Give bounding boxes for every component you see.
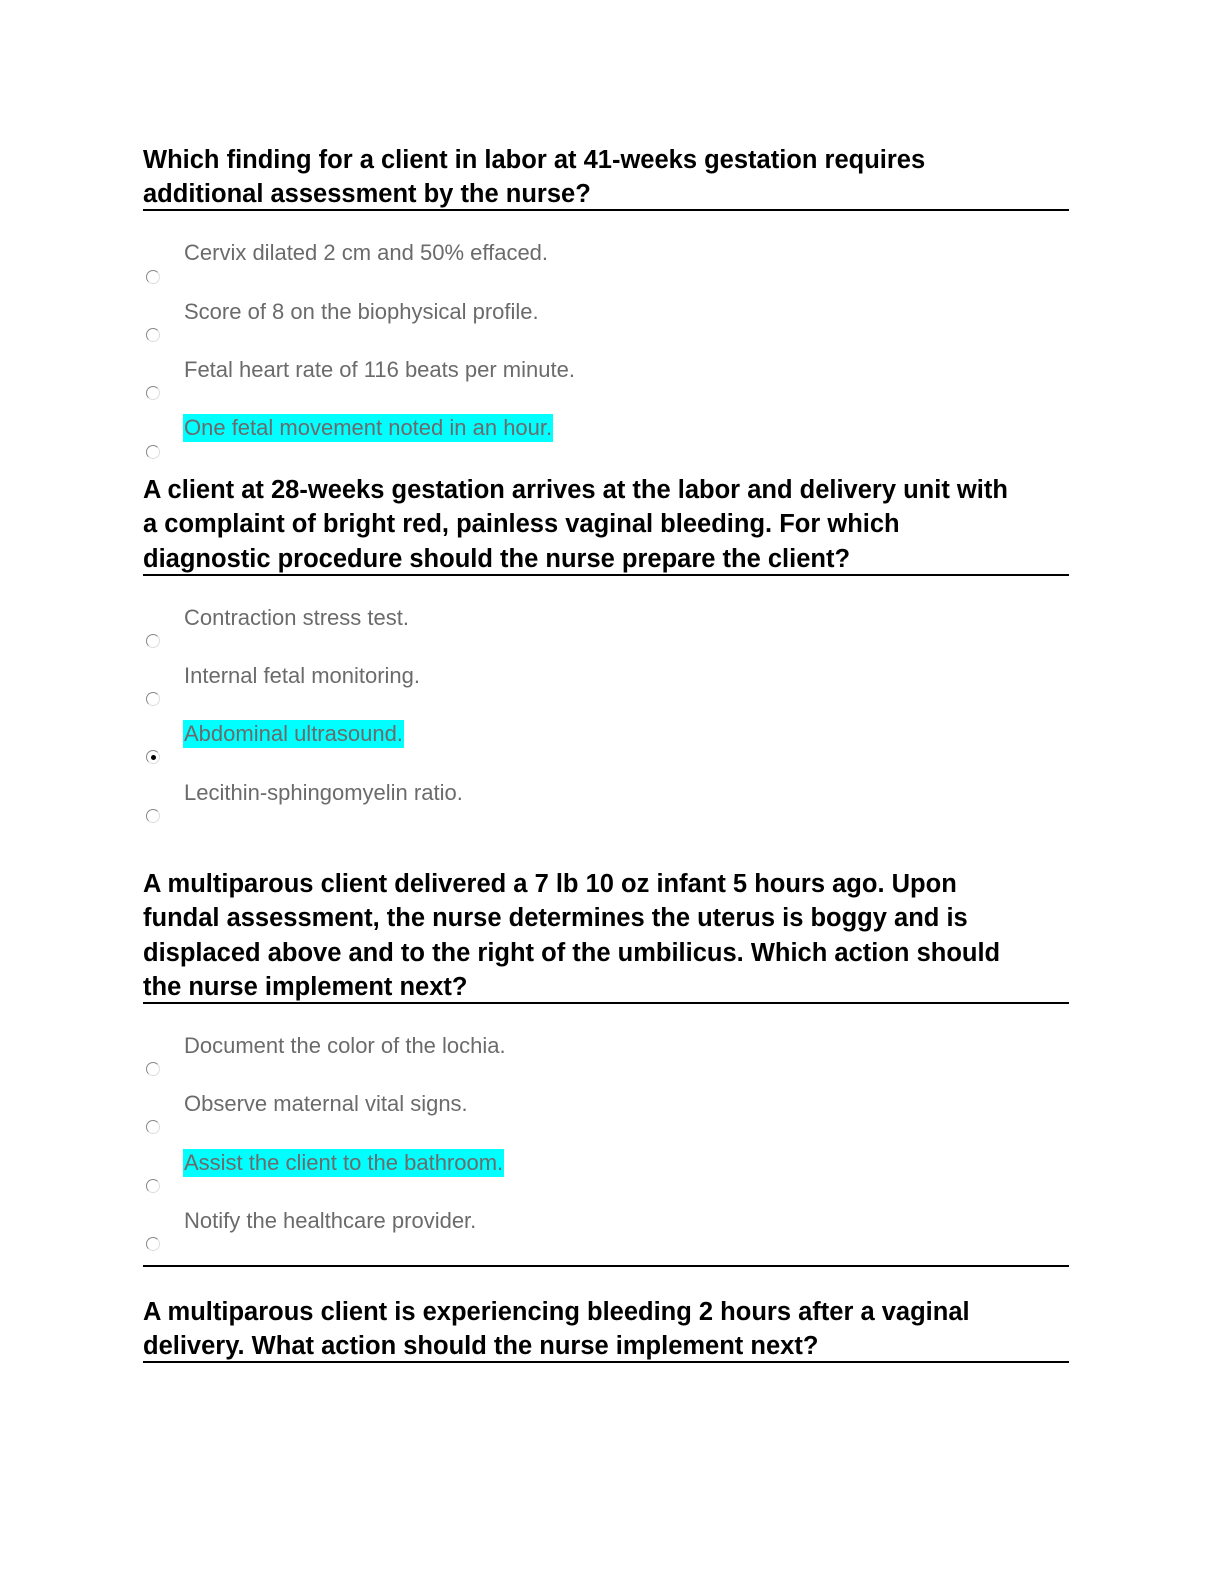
question-line: diagnostic procedure should the nurse pr… — [143, 544, 851, 573]
question-line: additional assessment by the nurse? — [143, 180, 591, 209]
answer-option-label[interactable]: Document the color of the lochia. — [184, 1033, 506, 1058]
divider — [143, 1002, 1069, 1004]
answer-option-label[interactable]: Lecithin-sphingomyelin ratio. — [184, 780, 463, 805]
answer-radio[interactable] — [146, 328, 160, 342]
answer-radio[interactable] — [146, 1120, 160, 1134]
answer-option-label[interactable]: Cervix dilated 2 cm and 50% effaced. — [184, 240, 549, 265]
divider — [143, 574, 1069, 576]
divider — [143, 1265, 1069, 1267]
answer-radio[interactable] — [146, 445, 160, 459]
question-line: a complaint of bright red, painless vagi… — [143, 510, 900, 539]
answer-option-label[interactable]: One fetal movement noted in an hour. — [183, 414, 554, 442]
question-line: A multiparous client is experiencing ble… — [143, 1298, 970, 1326]
question-line: A client at 28-weeks gestation arrives a… — [143, 476, 1008, 504]
answer-radio[interactable] — [146, 750, 160, 764]
answer-option-label[interactable]: Score of 8 on the biophysical profile. — [184, 299, 539, 324]
question-line: delivery. What action should the nurse i… — [143, 1332, 819, 1361]
answer-radio[interactable] — [146, 692, 160, 706]
question-line: fundal assessment, the nurse determines … — [143, 904, 968, 933]
answer-radio[interactable] — [146, 270, 160, 284]
question-line: displaced above and to the right of the … — [143, 938, 1001, 967]
answer-option-label[interactable]: Contraction stress test. — [184, 605, 409, 630]
answer-radio[interactable] — [146, 1237, 160, 1251]
question-line: the nurse implement next? — [143, 972, 468, 1001]
answer-option-label[interactable]: Internal fetal monitoring. — [184, 663, 421, 688]
answer-radio[interactable] — [146, 386, 160, 400]
question-line: A multiparous client delivered a 7 lb 10… — [143, 870, 957, 898]
answer-radio[interactable] — [146, 1179, 160, 1193]
question-text: Which finding for a client in labor at 4… — [143, 143, 1069, 212]
question-text: A client at 28-weeks gestation arrives a… — [143, 473, 1069, 576]
answer-option-label[interactable]: Observe maternal vital signs. — [184, 1091, 468, 1116]
divider — [143, 209, 1069, 211]
question-line: Which finding for a client in labor at 4… — [143, 146, 926, 174]
answer-radio[interactable] — [146, 1062, 160, 1076]
answer-option-label[interactable]: Fetal heart rate of 116 beats per minute… — [184, 357, 575, 382]
answer-option-label[interactable]: Notify the healthcare provider. — [184, 1208, 477, 1233]
question-text: A multiparous client delivered a 7 lb 10… — [143, 867, 1069, 1004]
answer-radio[interactable] — [146, 634, 160, 648]
question-text: A multiparous client is experiencing ble… — [143, 1295, 1069, 1364]
answer-radio[interactable] — [146, 809, 160, 823]
answer-option-label[interactable]: Abdominal ultrasound. — [183, 720, 404, 748]
divider — [143, 1361, 1069, 1363]
answer-option-label[interactable]: Assist the client to the bathroom. — [183, 1149, 505, 1177]
